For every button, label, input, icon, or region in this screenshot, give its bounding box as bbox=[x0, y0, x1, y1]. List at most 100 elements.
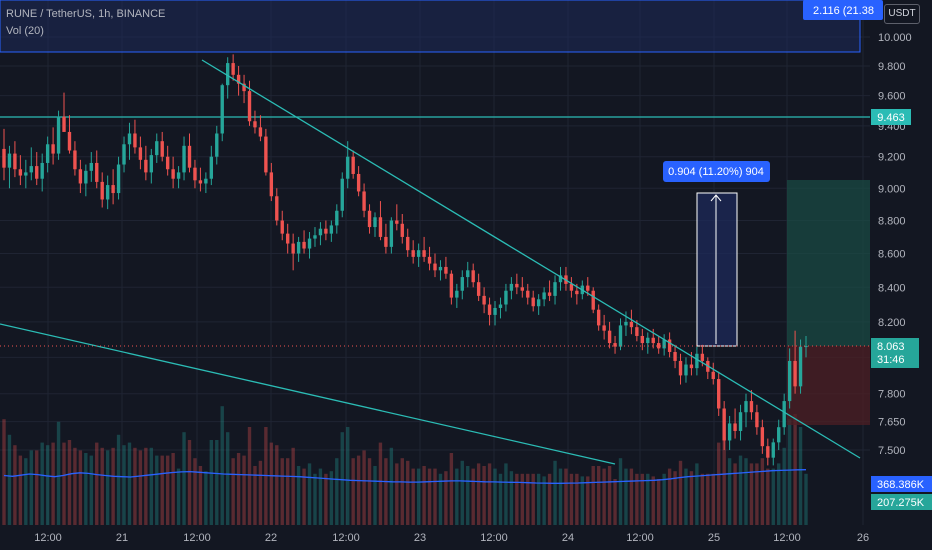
volume-bar bbox=[40, 442, 44, 525]
candle-body bbox=[122, 144, 126, 165]
volume-bar bbox=[362, 450, 366, 525]
volume-bar bbox=[777, 463, 781, 525]
candle-body bbox=[116, 164, 121, 194]
volume-bar bbox=[760, 458, 765, 525]
volume-now-badge: 207.275K bbox=[871, 494, 932, 510]
range-box[interactable] bbox=[0, 0, 861, 53]
measure-box[interactable] bbox=[696, 192, 738, 347]
currency-button[interactable]: USDT bbox=[884, 4, 920, 24]
volume-bar bbox=[482, 466, 486, 525]
volume-bar bbox=[2, 419, 6, 525]
candle-body bbox=[433, 263, 437, 271]
volume-bar bbox=[455, 468, 459, 525]
candle-body bbox=[313, 235, 317, 239]
price-tick-label: 9.200 bbox=[878, 152, 906, 164]
candle-body bbox=[296, 241, 301, 254]
target-zone[interactable] bbox=[787, 180, 870, 346]
price-axis[interactable] bbox=[870, 0, 932, 525]
candle-body bbox=[531, 297, 535, 307]
candle-body bbox=[667, 339, 672, 352]
volume-bar bbox=[733, 463, 737, 525]
volume-bar bbox=[782, 447, 786, 525]
volume-bar bbox=[176, 468, 181, 525]
volume-bar bbox=[155, 455, 159, 525]
candle-body bbox=[646, 337, 650, 344]
volume-bar bbox=[198, 466, 203, 525]
candle-body bbox=[662, 339, 666, 349]
time-axis-ticks: 12:00 21 12:00 22 12:00 23 12:00 24 12:00 25 12:00… bbox=[34, 532, 869, 544]
candle-body bbox=[695, 353, 699, 369]
volume-bar bbox=[787, 419, 792, 525]
volume-bar bbox=[662, 473, 666, 525]
time-tick-label: 12:00 bbox=[34, 532, 62, 544]
volume-bar bbox=[78, 450, 83, 525]
volume-bar bbox=[738, 455, 743, 525]
volume-bar bbox=[373, 466, 377, 525]
candle-body bbox=[793, 360, 797, 387]
candle-body bbox=[105, 185, 110, 200]
volume-bar bbox=[231, 458, 235, 525]
candle-body bbox=[73, 150, 77, 170]
volume-bar bbox=[646, 473, 650, 525]
volume-bar bbox=[651, 476, 655, 525]
volume-bar bbox=[564, 468, 568, 525]
volume-bars bbox=[2, 406, 808, 525]
price-tick-label: 9.600 bbox=[878, 91, 906, 103]
candle-body bbox=[689, 364, 694, 369]
measure-arrow-head bbox=[710, 194, 722, 202]
candle-body bbox=[24, 172, 28, 176]
candle-body bbox=[438, 266, 443, 271]
volume-bar bbox=[100, 447, 104, 525]
candle-body bbox=[346, 156, 350, 179]
candle-body bbox=[558, 275, 563, 283]
time-axis[interactable] bbox=[0, 525, 932, 550]
candle-body bbox=[629, 321, 634, 328]
candle-body bbox=[378, 217, 383, 237]
candle-body bbox=[182, 145, 186, 173]
candle-body bbox=[335, 210, 339, 226]
candle-body bbox=[215, 133, 219, 157]
candle-body bbox=[318, 228, 323, 236]
price-tick-label: 7.650 bbox=[878, 417, 906, 429]
candle-body bbox=[264, 136, 268, 173]
candle-body bbox=[247, 91, 252, 122]
candle-body bbox=[738, 412, 743, 431]
volume-bar bbox=[749, 463, 754, 525]
price-tick-label: 8.400 bbox=[878, 282, 906, 294]
volume-bar bbox=[258, 460, 263, 525]
volume-bar bbox=[596, 466, 601, 525]
candle-body bbox=[225, 63, 230, 86]
candle-body bbox=[498, 304, 503, 308]
candle-body bbox=[640, 335, 645, 344]
candle-body bbox=[777, 427, 781, 443]
candle-body bbox=[253, 121, 257, 128]
volume-bar bbox=[144, 447, 148, 525]
volume-bar bbox=[56, 421, 61, 525]
volume-bar bbox=[553, 460, 557, 525]
volume-bar bbox=[29, 450, 33, 525]
time-tick-label: 23 bbox=[414, 532, 426, 544]
volume-bar bbox=[531, 473, 535, 525]
volume-bar bbox=[727, 458, 732, 525]
candle-body bbox=[657, 343, 661, 349]
candle-body bbox=[198, 180, 203, 184]
volume-bar bbox=[45, 445, 50, 525]
time-tick-label: 22 bbox=[265, 532, 277, 544]
volume-bar bbox=[624, 468, 628, 525]
candle-body bbox=[787, 360, 792, 402]
candle-body bbox=[13, 153, 17, 170]
volume-bar bbox=[400, 458, 404, 525]
descending-trendline[interactable] bbox=[201, 59, 861, 459]
volume-bar bbox=[673, 471, 677, 525]
volume-indicator-title: Vol (20) bbox=[6, 25, 44, 37]
volume-bar bbox=[18, 455, 23, 525]
lower-trendline[interactable] bbox=[0, 323, 616, 465]
volume-bar bbox=[416, 468, 421, 525]
candle-body bbox=[422, 250, 426, 257]
volume-bar bbox=[138, 450, 143, 525]
candle-body bbox=[460, 277, 464, 291]
volume-bar bbox=[744, 458, 748, 525]
candle-body bbox=[78, 169, 83, 184]
volume-bar bbox=[193, 458, 197, 525]
